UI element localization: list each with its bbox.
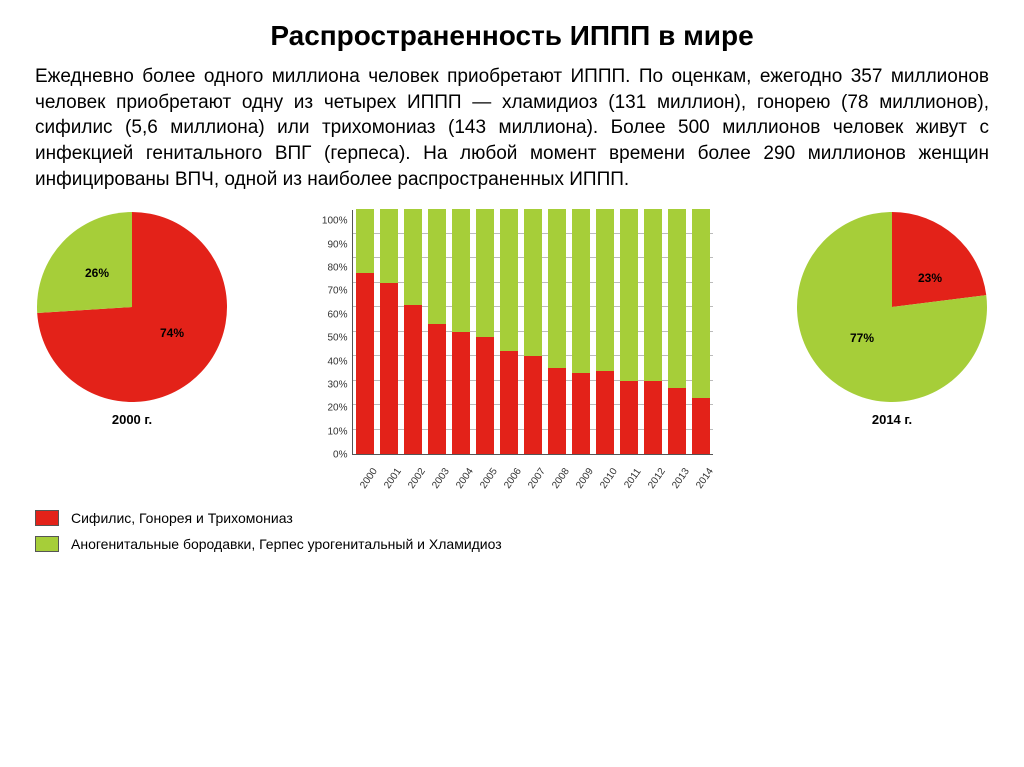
pie-2014-container: 23% 77% 2014 г. [795, 210, 989, 427]
bar-group [500, 209, 518, 454]
pie-chart-2014: 23% 77% [795, 210, 989, 404]
bar-segment-red [404, 305, 422, 454]
bar-group [644, 209, 662, 454]
bar-segment-green [620, 209, 638, 381]
bar-group [548, 209, 566, 454]
pie-2014-label: 2014 г. [872, 412, 912, 427]
y-tick-label: 40% [312, 356, 348, 367]
bar-segment-red [380, 283, 398, 455]
x-tick-label: 2012 [645, 466, 668, 492]
bar-segment-green [668, 209, 686, 388]
x-tick-label: 2000 [357, 466, 380, 492]
bar-group [620, 209, 638, 454]
bar-segment-red [548, 368, 566, 454]
bar-group [668, 209, 686, 454]
y-tick-label: 70% [312, 286, 348, 297]
legend-label: Сифилис, Гонорея и Трихомониаз [71, 510, 293, 526]
bar-chart-y-axis: 100%90%80%70%60%50%40%30%20%10%0% [312, 210, 348, 455]
legend-label: Аногенитальные бородавки, Герпес урогени… [71, 536, 502, 552]
x-tick-label: 2004 [453, 466, 476, 492]
bar-segment-red [692, 398, 710, 454]
y-tick-label: 60% [312, 309, 348, 320]
x-tick-label: 2007 [525, 466, 548, 492]
x-tick-label: 2008 [549, 466, 572, 492]
bar-segment-red [620, 381, 638, 455]
legend: Сифилис, Гонорея и Трихомониаз Аногенита… [35, 510, 989, 552]
bar-segment-red [596, 371, 614, 454]
bar-segment-green [548, 209, 566, 368]
bar-segment-red [452, 332, 470, 455]
bar-group [572, 209, 590, 454]
legend-item: Сифилис, Гонорея и Трихомониаз [35, 510, 989, 526]
pie-slice [892, 212, 986, 307]
bar-group [404, 209, 422, 454]
bar-chart-wrapper: 100% 90% 80% 70% 60% 50% 40% 30% 20% 10% 0% 200020… [312, 210, 713, 470]
bar-segment-green [644, 209, 662, 381]
y-tick-label: 10% [312, 426, 348, 437]
bar-segment-green [404, 209, 422, 305]
x-tick-label: 2006 [501, 466, 524, 492]
bar-group [428, 209, 446, 454]
y-tick-label: 90% [312, 239, 348, 250]
bar-segment-green [500, 209, 518, 351]
pie-2000-container: 74% 26% 2000 г. [35, 210, 229, 427]
stacked-bar-chart [352, 210, 713, 455]
bar-segment-green [572, 209, 590, 373]
bar-segment-red [356, 273, 374, 454]
bar-group [476, 209, 494, 454]
x-tick-label: 2011 [621, 466, 644, 492]
x-tick-label: 2005 [477, 466, 500, 492]
page-title: Распространенность ИППП в мире [35, 20, 989, 52]
bar-segment-red [572, 373, 590, 454]
pie-chart-2000: 74% 26% [35, 210, 229, 404]
x-tick-label: 2002 [405, 466, 428, 492]
bar-group [356, 209, 374, 454]
bar-segment-green [476, 209, 494, 336]
x-tick-label: 2003 [429, 466, 452, 492]
charts-row: 74% 26% 2000 г. 100% 90% 80% 70% 60% 50% 40% 30%… [35, 210, 989, 470]
bar-segment-green [356, 209, 374, 273]
bar-segment-red [644, 381, 662, 455]
bar-chart-container: 100%90%80%70%60%50%40%30%20%10%0% [312, 210, 713, 455]
y-tick-label: 100% [312, 216, 348, 227]
bar-segment-green [452, 209, 470, 332]
bar-group [452, 209, 470, 454]
bar-segment-red [524, 356, 542, 454]
bar-segment-red [428, 324, 446, 454]
bar-group [380, 209, 398, 454]
y-tick-label: 20% [312, 403, 348, 414]
bar-segment-red [668, 388, 686, 454]
bar-group [524, 209, 542, 454]
legend-item: Аногенитальные бородавки, Герпес урогени… [35, 536, 989, 552]
y-tick-label: 50% [312, 333, 348, 344]
pie-slice [37, 212, 132, 313]
pie-slice-label: 23% [918, 271, 942, 285]
bar-group [596, 209, 614, 454]
x-tick-label: 2013 [669, 466, 692, 492]
bar-group [692, 209, 710, 454]
intro-paragraph: Ежедневно более одного миллиона человек … [35, 64, 989, 192]
y-tick-label: 30% [312, 379, 348, 390]
bar-segment-green [692, 209, 710, 398]
pie-2000-label: 2000 г. [112, 412, 152, 427]
pie-slice-label: 26% [85, 266, 109, 280]
x-tick-label: 2001 [381, 466, 404, 492]
bar-segment-red [500, 351, 518, 454]
bar-chart-x-axis: 2000200120022003200420052006200720082009… [312, 459, 713, 470]
legend-swatch-red [35, 510, 59, 526]
legend-swatch-green [35, 536, 59, 552]
bar-segment-red [476, 337, 494, 455]
y-tick-label: 80% [312, 262, 348, 273]
x-tick-label: 2010 [597, 466, 620, 492]
y-tick-label: 0% [312, 450, 348, 461]
bar-segment-green [596, 209, 614, 371]
bar-segment-green [428, 209, 446, 324]
bar-segment-green [380, 209, 398, 283]
pie-slice-label: 74% [160, 326, 184, 340]
x-tick-label: 2014 [693, 466, 716, 492]
pie-slice-label: 77% [850, 331, 874, 345]
bar-segment-green [524, 209, 542, 356]
x-tick-label: 2009 [573, 466, 596, 492]
